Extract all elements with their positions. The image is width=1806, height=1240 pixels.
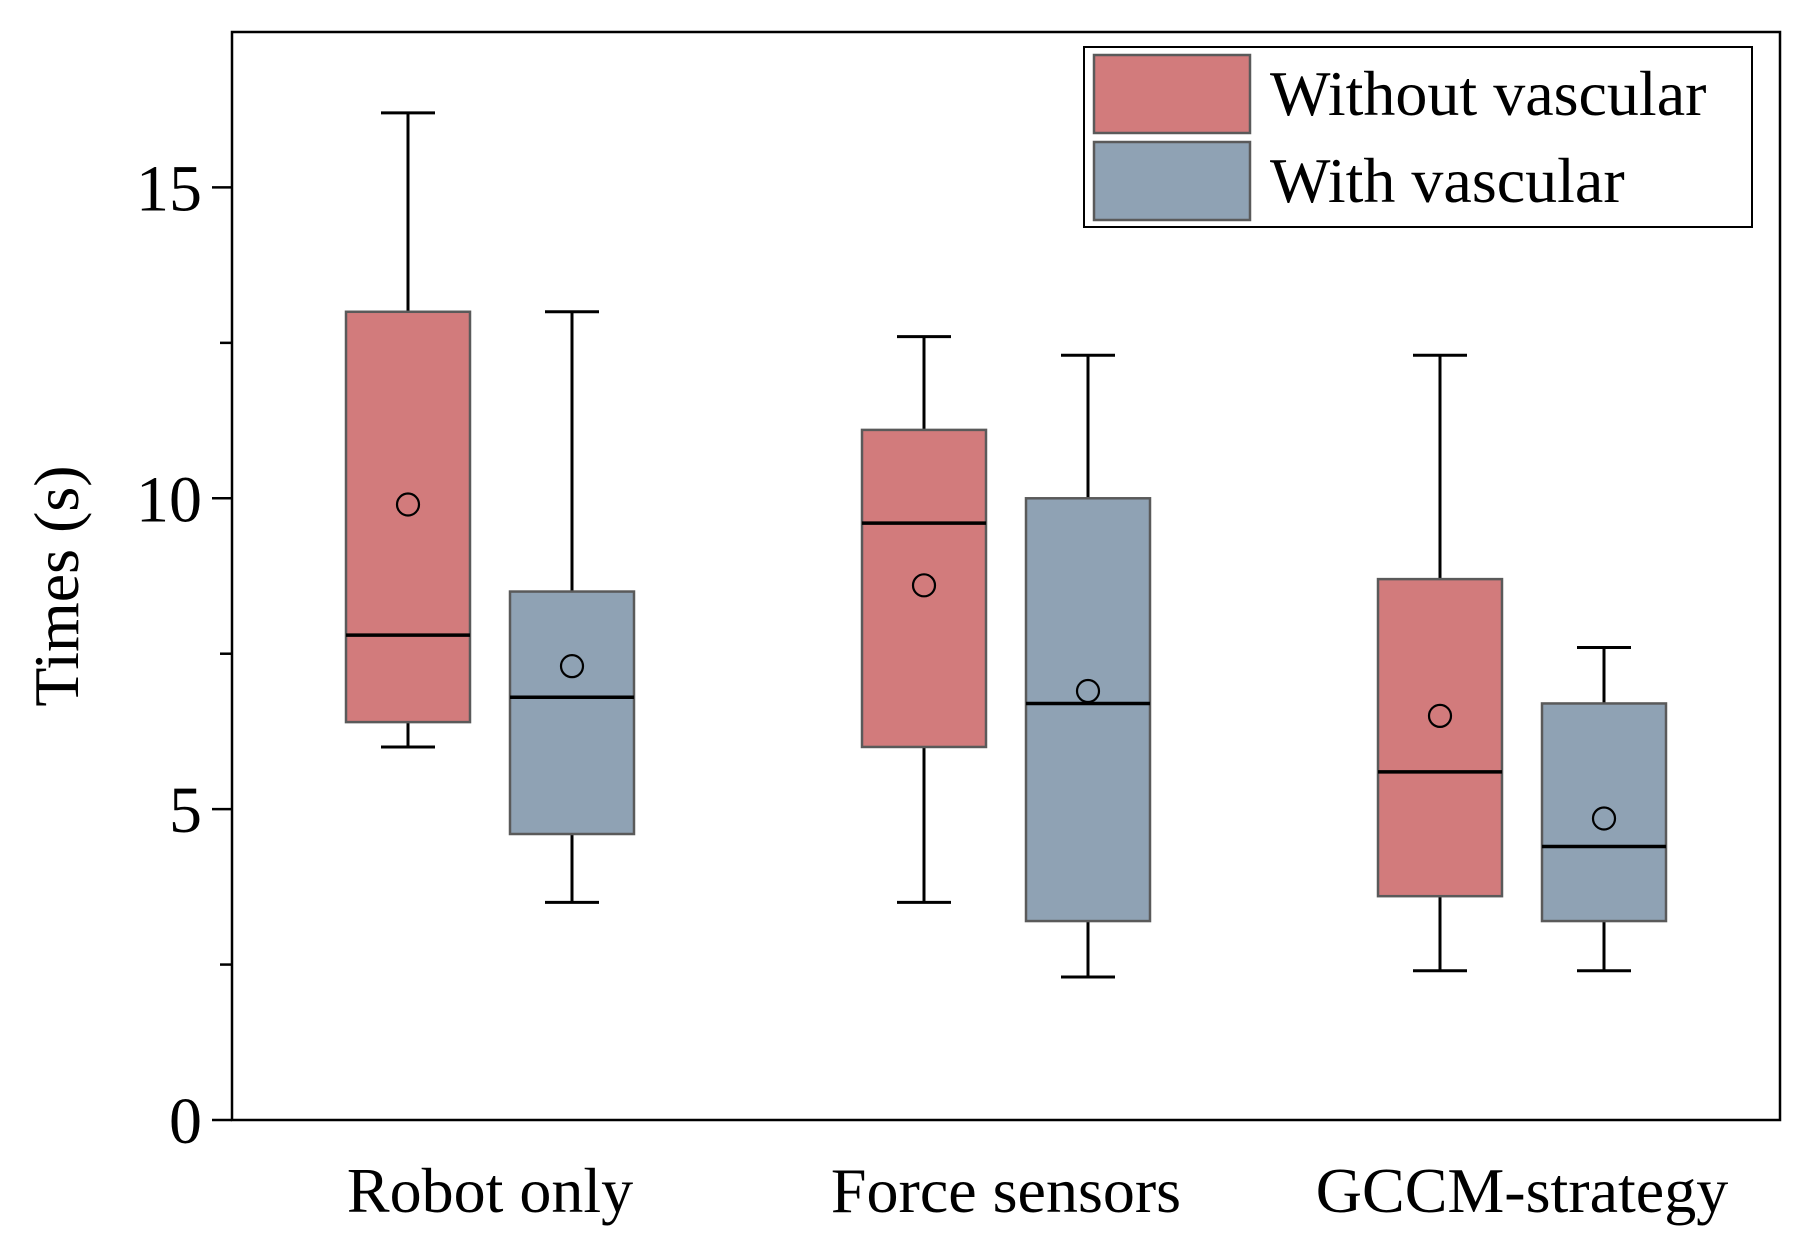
y-tick-label: 5: [169, 774, 202, 847]
box-iqr: [860, 428, 988, 749]
y-tick-label: 15: [136, 152, 202, 225]
mean-marker: [1591, 806, 1617, 831]
legend-swatch: [1092, 140, 1252, 222]
box-iqr: [1376, 577, 1504, 898]
mean-marker: [559, 654, 585, 679]
y-axis-label: Times (s): [21, 465, 92, 706]
legend-label: With vascular: [1270, 145, 1625, 216]
box-iqr: [1540, 702, 1668, 923]
mean-marker: [911, 573, 937, 598]
box-iqr: [1024, 497, 1152, 923]
mean-marker: [1427, 703, 1453, 728]
x-category-label: GCCM-strategy: [1316, 1155, 1728, 1226]
x-category-label: Robot only: [347, 1155, 633, 1226]
y-tick-label: 0: [169, 1085, 202, 1158]
y-tick-label: 10: [136, 463, 202, 536]
box-iqr: [344, 310, 472, 724]
x-category-label: Force sensors: [831, 1155, 1181, 1226]
mean-marker: [395, 492, 421, 517]
legend-label: Without vascular: [1270, 58, 1706, 129]
box-iqr: [508, 590, 636, 836]
mean-marker: [1075, 678, 1101, 704]
legend-swatch: [1092, 53, 1252, 135]
plot-frame: [230, 30, 1782, 1122]
